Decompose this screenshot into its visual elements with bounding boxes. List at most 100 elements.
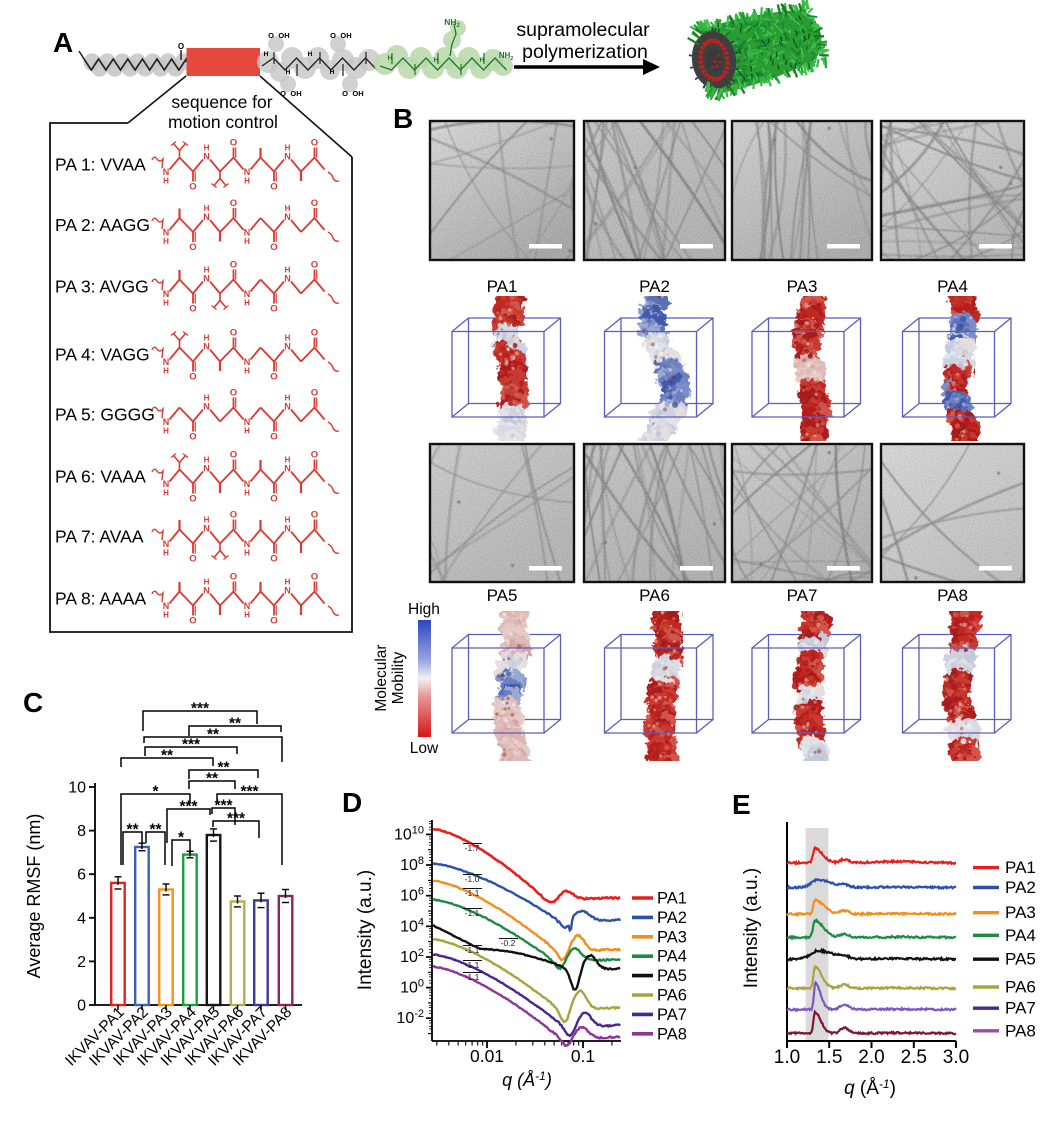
svg-text:O: O — [330, 31, 336, 40]
svg-text:PA 5: GGGG: PA 5: GGGG — [55, 405, 155, 425]
svg-text:Low: Low — [410, 740, 439, 757]
svg-text:**: ** — [206, 771, 219, 788]
svg-text:O: O — [270, 616, 277, 627]
svg-text:H: H — [163, 299, 169, 308]
svg-text:N: N — [203, 342, 210, 352]
svg-text:PA4: PA4 — [657, 948, 687, 966]
svg-text:O: O — [342, 89, 348, 98]
svg-text:O: O — [189, 554, 196, 565]
svg-text:N: N — [163, 539, 170, 549]
svg-text:-1.1: -1.1 — [465, 888, 480, 898]
svg-text:H: H — [285, 334, 291, 343]
svg-text:PA5: PA5 — [487, 586, 518, 605]
svg-text:H: H — [204, 144, 210, 153]
svg-text:**: ** — [207, 727, 220, 744]
svg-text:H: H — [244, 299, 250, 308]
svg-text:O: O — [230, 138, 237, 149]
svg-text:motion control: motion control — [168, 112, 278, 132]
svg-text:PA2: PA2 — [1005, 878, 1036, 897]
svg-text:N: N — [284, 342, 291, 352]
svg-text:***: *** — [227, 811, 246, 828]
svg-text:N: N — [163, 228, 170, 238]
svg-text:H: H — [285, 204, 291, 213]
svg-text:High: High — [408, 601, 440, 618]
svg-text:-1.1: -1.1 — [465, 908, 480, 918]
svg-text:PA 2: AAGG: PA 2: AAGG — [55, 215, 150, 235]
svg-text:O: O — [270, 554, 277, 565]
svg-text:N: N — [284, 212, 291, 222]
svg-text:H: H — [244, 367, 250, 376]
svg-text:O: O — [189, 242, 196, 253]
svg-text:OH: OH — [352, 89, 363, 98]
svg-text:PA3: PA3 — [657, 928, 687, 946]
svg-text:MolecularMobility: MolecularMobility — [373, 644, 407, 711]
svg-text:H: H — [434, 57, 439, 64]
svg-text:polymerization: polymerization — [522, 41, 648, 63]
svg-text:Intensity (a.u.): Intensity (a.u.) — [741, 868, 762, 988]
svg-text:PA7: PA7 — [1005, 999, 1036, 1018]
svg-text:N: N — [163, 417, 170, 427]
svg-text:N: N — [203, 274, 210, 284]
svg-text:O: O — [311, 328, 318, 339]
svg-text:***: *** — [240, 784, 259, 801]
svg-text:O: O — [230, 328, 237, 339]
svg-text:H: H — [163, 427, 169, 436]
svg-text:H: H — [204, 456, 210, 465]
svg-text:-1.0: -1.0 — [465, 874, 480, 884]
svg-text:O: O — [230, 198, 237, 209]
svg-text:PA1: PA1 — [657, 890, 687, 908]
svg-text:H: H — [204, 334, 210, 343]
svg-text:H: H — [244, 611, 250, 620]
svg-text:O: O — [268, 31, 274, 40]
svg-text:N: N — [284, 586, 291, 596]
svg-text:PA6: PA6 — [657, 987, 687, 1005]
svg-text:O: O — [270, 494, 277, 505]
svg-text:PA7: PA7 — [787, 586, 818, 605]
svg-text:O: O — [189, 616, 196, 627]
svg-text:O: O — [280, 89, 286, 98]
svg-text:PA 7: AVAA: PA 7: AVAA — [55, 527, 144, 547]
svg-text:H: H — [244, 177, 250, 186]
svg-text:PA8: PA8 — [937, 586, 968, 605]
svg-text:H: H — [204, 578, 210, 587]
svg-text:-1.1: -1.1 — [465, 972, 480, 982]
svg-text:O: O — [178, 42, 184, 51]
svg-text:OH: OH — [340, 31, 351, 40]
svg-text:N: N — [284, 402, 291, 412]
svg-text:OH: OH — [278, 31, 289, 40]
svg-text:-0.2: -0.2 — [501, 938, 516, 948]
svg-text:N: N — [244, 601, 251, 611]
svg-text:O: O — [189, 372, 196, 383]
svg-text:0.01: 0.01 — [470, 1046, 504, 1066]
svg-text:2.0: 2.0 — [858, 1047, 884, 1068]
svg-text:O: O — [270, 372, 277, 383]
svg-text:-1.7: -1.7 — [465, 843, 480, 853]
svg-text:PA 3: AVGG: PA 3: AVGG — [55, 277, 149, 297]
svg-text:***: *** — [191, 701, 210, 718]
svg-text:O: O — [230, 510, 237, 521]
svg-text:NH2: NH2 — [499, 51, 514, 62]
svg-text:PA1: PA1 — [487, 277, 518, 296]
svg-text:O: O — [230, 450, 237, 461]
svg-text:PA 8: AAAA: PA 8: AAAA — [55, 589, 146, 609]
svg-text:**: ** — [149, 822, 162, 839]
svg-text:PA3: PA3 — [1005, 903, 1036, 922]
svg-text:PA4: PA4 — [937, 277, 968, 296]
svg-text:N: N — [163, 289, 170, 299]
svg-text:N: N — [163, 601, 170, 611]
svg-text:1.0: 1.0 — [774, 1047, 800, 1068]
svg-text:***: *** — [179, 799, 198, 816]
svg-text:PA 1: VVAA: PA 1: VVAA — [55, 155, 146, 175]
svg-text:NH2: NH2 — [444, 17, 460, 29]
svg-text:**: ** — [217, 760, 230, 777]
svg-text:O: O — [270, 432, 277, 443]
svg-text:H: H — [330, 69, 335, 76]
svg-text:PA 6: VAAA: PA 6: VAAA — [55, 467, 146, 487]
svg-text:H: H — [285, 456, 291, 465]
svg-text:H: H — [285, 266, 291, 275]
svg-text:O: O — [189, 494, 196, 505]
svg-text:N: N — [284, 274, 291, 284]
svg-text:O: O — [270, 242, 277, 253]
svg-text:***: *** — [182, 737, 201, 754]
svg-text:PA7: PA7 — [657, 1006, 687, 1024]
